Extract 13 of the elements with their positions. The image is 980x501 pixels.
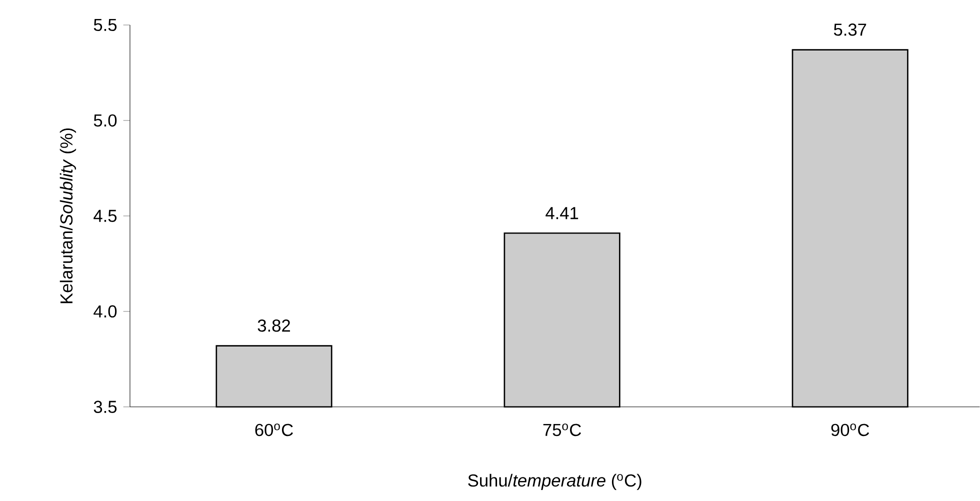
y-tick-label: 4.0 xyxy=(94,305,117,318)
x-tick-label: 60$^{o}$C xyxy=(255,424,293,436)
data-label: 5.37 xyxy=(834,24,866,36)
x-axis-title: Suhu/temperature ($^{o}$C) xyxy=(468,474,642,490)
y-tick-label: 4.5 xyxy=(94,210,117,222)
y-tick-label: 3.5 xyxy=(94,400,117,414)
data-label: 4.41 xyxy=(546,207,578,220)
y-tick-label: 5.5 xyxy=(94,19,117,32)
data-label: 3.82 xyxy=(258,320,290,332)
x-tick-label: 75$^{o}$C xyxy=(543,424,581,436)
y-axis-title: Kelarutan/Solublity (%) xyxy=(60,128,76,304)
x-tick-label: 90$^{o}$C xyxy=(831,424,870,436)
y-tick-label: 5.0 xyxy=(94,114,117,127)
